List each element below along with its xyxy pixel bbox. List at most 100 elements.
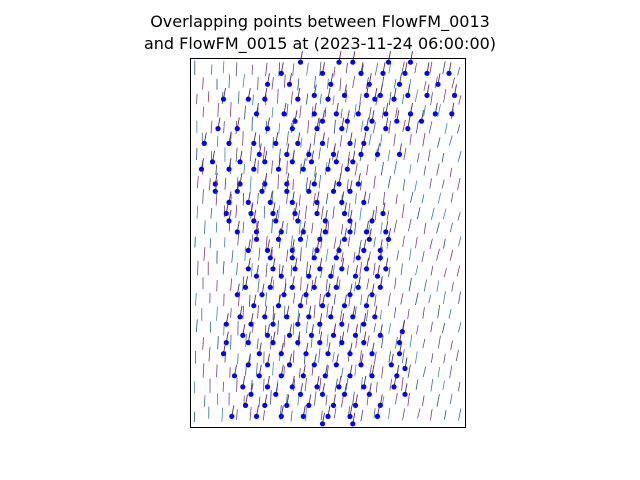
overlap-point — [278, 413, 284, 419]
overlap-point — [451, 92, 458, 98]
quiver-arrow — [277, 174, 279, 190]
overlap-point — [286, 81, 293, 87]
overlap-point — [300, 413, 306, 419]
quiver-arrow — [451, 77, 455, 89]
overlap-point — [270, 340, 276, 346]
quiver-arrow — [437, 304, 441, 319]
quiver-arrow — [354, 104, 357, 118]
quiver-arrow — [203, 395, 206, 407]
overlap-point — [339, 126, 345, 132]
overlap-point — [339, 266, 345, 272]
quiver-arrow — [272, 361, 274, 376]
quiver-arrow — [313, 193, 316, 207]
overlap-point — [350, 59, 356, 65]
quiver-arrow — [457, 150, 462, 163]
quiver-arrow — [338, 279, 341, 290]
overlap-point — [226, 166, 232, 172]
overlap-point — [262, 159, 268, 165]
quiver-arrow — [321, 206, 324, 220]
quiver-arrow — [423, 81, 427, 91]
overlap-point — [314, 384, 320, 390]
quiver-arrow — [430, 207, 435, 220]
quiver-arrow — [327, 78, 329, 90]
quiver-arrow — [252, 94, 254, 106]
quiver-arrow — [286, 131, 289, 146]
quiver-arrow — [395, 392, 398, 405]
overlap-point — [226, 199, 232, 205]
overlap-point — [289, 199, 295, 205]
quiver-arrow — [221, 407, 223, 422]
quiver-arrow — [449, 365, 453, 379]
quiver-arrow — [299, 105, 302, 119]
quiver-arrow — [430, 408, 433, 421]
quiver-arrow — [354, 281, 357, 292]
overlap-point — [300, 373, 306, 379]
quiver-arrow — [366, 309, 369, 321]
quiver-arrow — [313, 304, 316, 319]
quiver-arrow — [341, 224, 344, 235]
quiver-arrow — [394, 277, 397, 289]
quiver-arrow — [449, 135, 453, 146]
overlap-point — [281, 111, 287, 117]
quiver-arrow — [407, 392, 410, 407]
overlap-point — [328, 314, 334, 320]
overlap-point — [253, 273, 260, 279]
quiver-arrow — [423, 104, 426, 117]
overlap-point — [289, 284, 295, 290]
quiver-arrow — [374, 294, 377, 307]
quiver-arrow — [360, 120, 364, 132]
overlap-point — [385, 59, 392, 65]
overlap-point — [292, 210, 298, 217]
quiver-arrow — [242, 74, 245, 88]
quiver-arrow — [271, 76, 274, 90]
quiver-arrow — [430, 378, 434, 392]
overlap-point — [358, 70, 364, 76]
quiver-arrow — [311, 279, 314, 292]
overlap-point — [226, 140, 232, 146]
overlap-point — [251, 303, 257, 309]
quiver-arrow — [359, 180, 363, 191]
quiver-arrow — [304, 205, 307, 220]
quiver-arrow — [318, 147, 321, 160]
overlap-point — [366, 81, 372, 87]
quiver-arrow — [409, 334, 413, 348]
quiver-arrow — [444, 410, 447, 420]
quiver-arrow — [216, 279, 218, 292]
quiver-arrow — [367, 192, 371, 204]
overlap-point — [226, 218, 232, 224]
overlap-point — [341, 391, 348, 397]
overlap-point — [253, 413, 260, 419]
overlap-point — [223, 321, 229, 327]
overlap-point — [435, 81, 441, 87]
quiver-arrow — [422, 366, 427, 378]
overlap-point — [350, 421, 356, 427]
quiver-arrow — [366, 335, 370, 347]
quiver-arrow — [290, 410, 293, 422]
quiver-arrow — [307, 120, 310, 134]
overlap-point — [336, 59, 342, 65]
overlap-point — [347, 188, 353, 194]
quiver-arrow — [319, 293, 321, 307]
quiver-arrow — [458, 95, 462, 105]
quiver-arrow — [286, 103, 289, 117]
overlap-point — [377, 332, 383, 338]
quiver-arrow — [278, 205, 280, 219]
overlap-point — [245, 266, 251, 272]
overlap-point — [394, 118, 400, 124]
overlap-point — [385, 236, 392, 242]
quiver-arrow — [422, 132, 426, 147]
overlap-point — [449, 111, 455, 117]
overlap-point — [391, 384, 397, 390]
quiver-arrow — [380, 134, 383, 147]
quiver-arrow — [228, 74, 230, 89]
quiver-arrow — [339, 309, 343, 321]
quiver-arrow — [202, 337, 204, 350]
overlap-point — [369, 292, 375, 298]
quiver-arrow — [443, 267, 447, 278]
overlap-point — [311, 362, 317, 368]
quiver-arrow — [354, 163, 358, 176]
overlap-point — [264, 384, 271, 390]
overlap-point — [242, 402, 249, 408]
overlap-point — [262, 402, 268, 408]
quiver-arrow — [215, 193, 218, 206]
